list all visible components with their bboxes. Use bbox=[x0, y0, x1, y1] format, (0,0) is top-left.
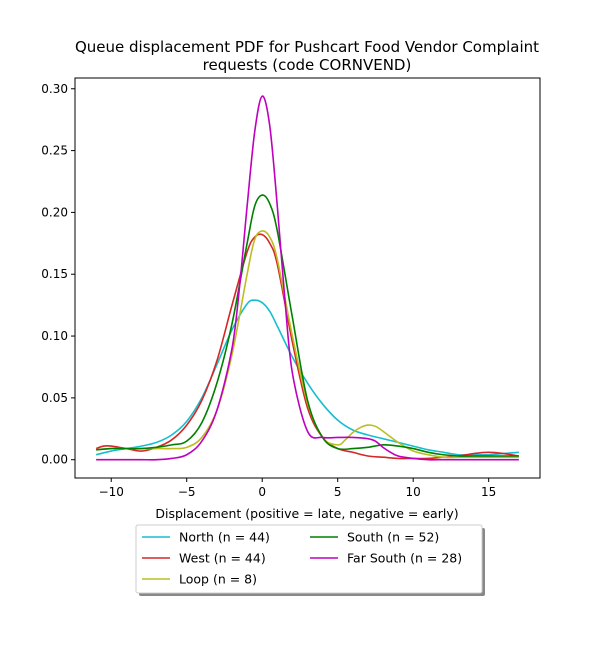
legend-label: North (n = 44) bbox=[179, 530, 270, 545]
legend-label: South (n = 52) bbox=[347, 530, 439, 545]
chart-title-line1: Queue displacement PDF for Pushcart Food… bbox=[75, 38, 539, 56]
plot-area bbox=[75, 78, 540, 478]
x-tick-label: 5 bbox=[334, 485, 342, 499]
y-tick-label: 0.15 bbox=[41, 267, 68, 281]
series-line-4 bbox=[96, 95, 519, 461]
y-tick-label: 0.20 bbox=[41, 205, 68, 219]
series-line-0 bbox=[95, 299, 519, 456]
y-tick-label: 0.00 bbox=[41, 453, 68, 467]
x-tick-label: −5 bbox=[178, 485, 196, 499]
y-tick-label: 0.10 bbox=[41, 329, 68, 343]
legend-label: Far South (n = 28) bbox=[347, 551, 462, 566]
y-axis: 0.00 0.05 0.10 0.15 0.20 0.25 0.30 bbox=[41, 82, 75, 467]
y-tick-label: 0.05 bbox=[41, 391, 68, 405]
x-tick-label: 0 bbox=[258, 485, 266, 499]
legend: North (n = 44) West (n = 44) Loop (n = 8) S… bbox=[135, 524, 485, 596]
y-tick-label: 0.25 bbox=[41, 144, 68, 158]
x-axis-label: Displacement (positive = late, negative … bbox=[155, 506, 458, 521]
series-layer bbox=[95, 95, 519, 461]
x-tick-label: −10 bbox=[99, 485, 124, 499]
chart-title-line2: requests (code CORNVEND) bbox=[203, 56, 412, 74]
legend-label: Loop (n = 8) bbox=[179, 572, 257, 587]
series-line-3 bbox=[96, 194, 519, 457]
legend-entries: North (n = 44) West (n = 44) Loop (n = 8) S… bbox=[142, 530, 462, 587]
x-tick-label: 15 bbox=[481, 485, 496, 499]
legend-box bbox=[135, 524, 483, 594]
x-tick-label: 10 bbox=[406, 485, 421, 499]
plot-frame bbox=[74, 77, 541, 479]
y-tick-label: 0.30 bbox=[41, 82, 68, 96]
legend-label: West (n = 44) bbox=[179, 551, 266, 566]
x-axis: −10 −5 0 5 10 15 bbox=[99, 478, 496, 499]
